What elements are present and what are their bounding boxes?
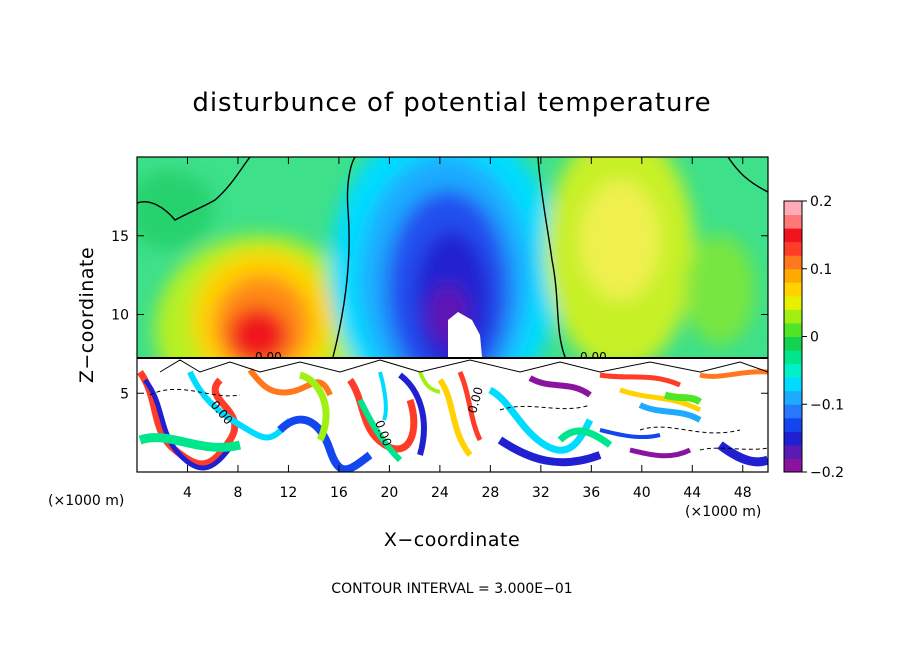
colorbar-cell: [784, 241, 802, 256]
x-tick-label: 24: [431, 485, 449, 501]
colorbar-tick-label: 0.1: [810, 262, 832, 278]
x-tick-label: 48: [734, 485, 752, 501]
colorbar-cell: [784, 363, 802, 378]
chart-title: disturbunce of potential temperature: [192, 88, 711, 118]
x-tick-label: 12: [280, 485, 298, 501]
x-axis: 4 8 12 16 20 24 28 32 36 40 44 48 (×1000 m) (×1000 …: [48, 157, 761, 551]
x-axis-unit-right: (×1000 m): [685, 504, 761, 520]
colorbar-cell: [784, 268, 802, 283]
colorbar-cell: [784, 201, 802, 216]
colorbar-cells: [784, 201, 802, 473]
colorbar-cell: [784, 417, 802, 432]
y-ticks: 5 10 15: [111, 229, 768, 402]
lower-field: 0.00 0.00 0.00: [137, 358, 768, 472]
colorbar-cell: [784, 350, 802, 365]
y-tick-label: 15: [111, 229, 129, 245]
x-tick-label: 40: [633, 485, 651, 501]
colorbar-tick-label: 0.2: [810, 194, 832, 210]
colorbar-tick-label: −0.1: [810, 397, 844, 413]
colorbar-cell: [784, 336, 802, 351]
colorbar-cell: [784, 431, 802, 446]
x-tick-label: 36: [582, 485, 600, 501]
colorbar-cell: [784, 282, 802, 297]
x-axis-unit-left: (×1000 m): [48, 493, 124, 509]
x-axis-label: X−coordinate: [384, 529, 520, 551]
colorbar-cell: [784, 390, 802, 405]
contour-label: 0.00: [465, 385, 485, 414]
x-tick-label: 8: [233, 485, 242, 501]
colorbar-cell: [784, 309, 802, 324]
y-tick-label: 10: [111, 308, 129, 324]
x-tick-label: 44: [683, 485, 701, 501]
x-ticks: 4 8 12 16 20 24 28 32 36 40 44 48: [183, 157, 752, 501]
x-tick-label: 28: [481, 485, 499, 501]
x-tick-label: 20: [380, 485, 398, 501]
colorbar-cell: [784, 444, 802, 459]
y-tick-label: 5: [120, 386, 129, 402]
colorbar-cell: [784, 322, 802, 337]
colorbar-tick-label: 0: [810, 330, 819, 346]
colorbar-cell: [784, 255, 802, 270]
colorbar-ticks: −0.2 −0.1 0 0.1 0.2: [802, 194, 844, 481]
colorbar-cell: [784, 458, 802, 473]
colorbar: −0.2 −0.1 0 0.1 0.2: [783, 194, 844, 481]
upper-field: 0.00 0.00: [137, 157, 768, 364]
contour-label: 0.00: [255, 350, 282, 364]
y-axis: 5 10 15 Z−coordinate: [76, 229, 768, 402]
plot-area: 0.00 0.00: [136, 156, 769, 473]
colorbar-cell: [784, 377, 802, 392]
colorbar-cell: [784, 228, 802, 243]
colorbar-cell: [784, 214, 802, 229]
colorbar-cell: [784, 404, 802, 419]
contour-interval-note: CONTOUR INTERVAL = 3.000E−01: [331, 581, 572, 597]
colorbar-cell: [784, 295, 802, 310]
y-axis-label: Z−coordinate: [76, 247, 98, 383]
contour-label: 0.00: [580, 350, 607, 364]
x-tick-label: 4: [183, 485, 192, 501]
x-tick-label: 32: [532, 485, 550, 501]
colorbar-tick-label: −0.2: [810, 465, 844, 481]
x-tick-label: 16: [330, 485, 348, 501]
